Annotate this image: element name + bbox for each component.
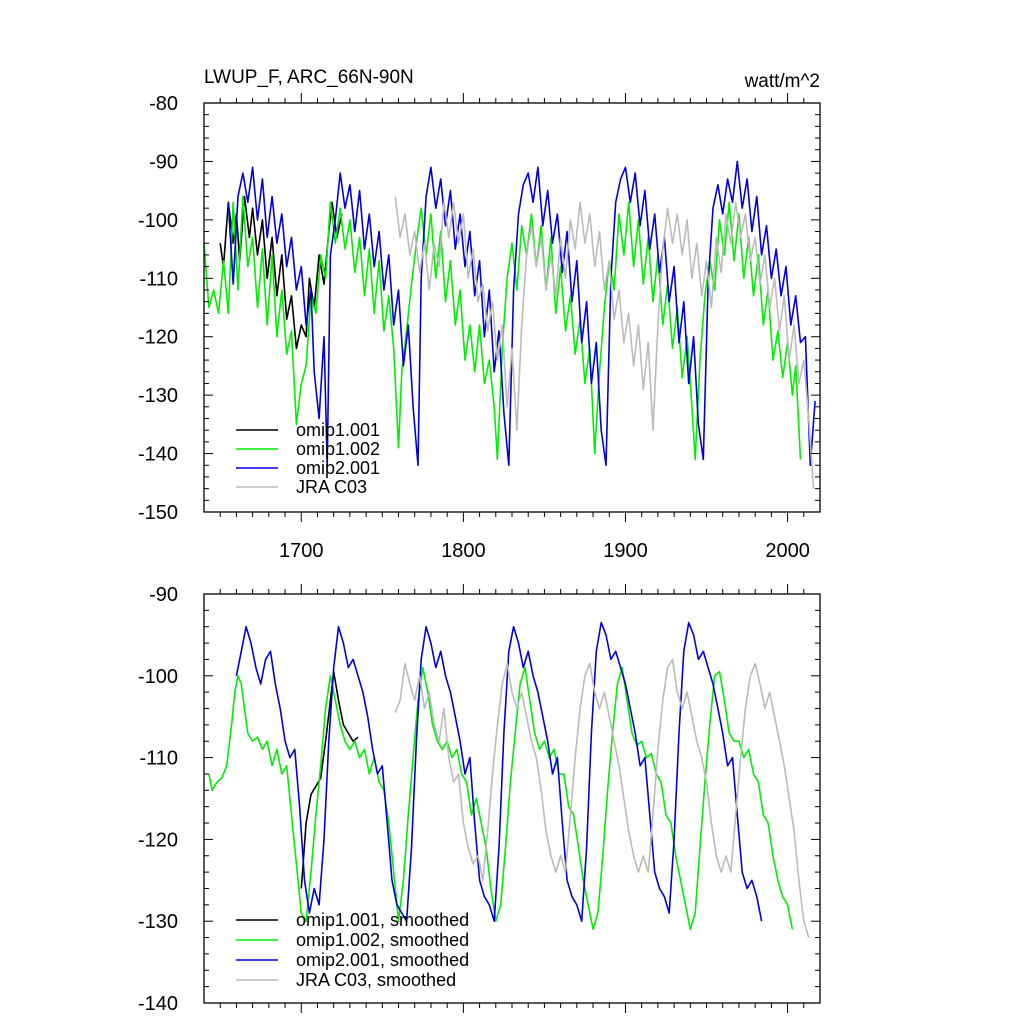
y-tick-label: -130 bbox=[138, 911, 178, 933]
y-tick-label: -90 bbox=[149, 151, 178, 173]
bottom-panel: -90 -100 -110 -120 -130 -140 omip1.001, smooth… bbox=[138, 584, 821, 1015]
units-label: watt/m^2 bbox=[744, 71, 820, 92]
y-tick-label: -100 bbox=[138, 666, 178, 688]
y-tick-label: -140 bbox=[138, 444, 178, 466]
series-line-2-3 bbox=[235, 621, 763, 923]
series-line-1-1 bbox=[219, 195, 343, 350]
series-line-2-1 bbox=[300, 670, 359, 889]
y-tick-label: -80 bbox=[149, 93, 178, 115]
y-tick-label: -100 bbox=[138, 210, 178, 232]
x-tick-label: 1800 bbox=[441, 540, 486, 562]
series-line-2-4 bbox=[394, 658, 810, 938]
y-tick-label: -130 bbox=[138, 385, 178, 407]
x-tick-label: 2000 bbox=[765, 540, 810, 562]
chart-title: LWUP_F, ARC_66N-90N bbox=[204, 67, 414, 88]
series-line-1-3 bbox=[227, 160, 816, 467]
x-tick-label: 1900 bbox=[603, 540, 648, 562]
series-line-2-2 bbox=[208, 666, 794, 931]
x-tick-label: 1700 bbox=[279, 540, 324, 562]
y-tick-label: -120 bbox=[138, 829, 178, 851]
y-tick-label: -90 bbox=[149, 584, 178, 606]
y-tick-label: -110 bbox=[139, 748, 178, 770]
top-panel: LWUP_F, ARC_66N-90N watt/m^2 1700 1800 190… bbox=[138, 67, 821, 562]
y-tick-label: -110 bbox=[139, 268, 178, 290]
legend-label-1-4: JRA C03 bbox=[296, 477, 367, 497]
series-line-1-2 bbox=[203, 195, 802, 461]
y-tick-label: -120 bbox=[138, 327, 178, 349]
legend-label-1-1: omip1.001 bbox=[296, 420, 380, 440]
legend-label-1-3: omip2.001 bbox=[296, 458, 380, 478]
legend-label-2-1: omip1.001, smoothed bbox=[296, 910, 469, 930]
y-tick-label: -150 bbox=[138, 502, 178, 524]
y-tick-label: -140 bbox=[138, 993, 178, 1015]
legend-label-2-3: omip2.001, smoothed bbox=[296, 950, 469, 970]
legend-label-2-4: JRA C03, smoothed bbox=[296, 970, 456, 990]
legend-label-1-2: omip1.002 bbox=[296, 439, 380, 459]
series-line-1-4 bbox=[394, 196, 815, 489]
legend-label-2-2: omip1.002, smoothed bbox=[296, 930, 469, 950]
